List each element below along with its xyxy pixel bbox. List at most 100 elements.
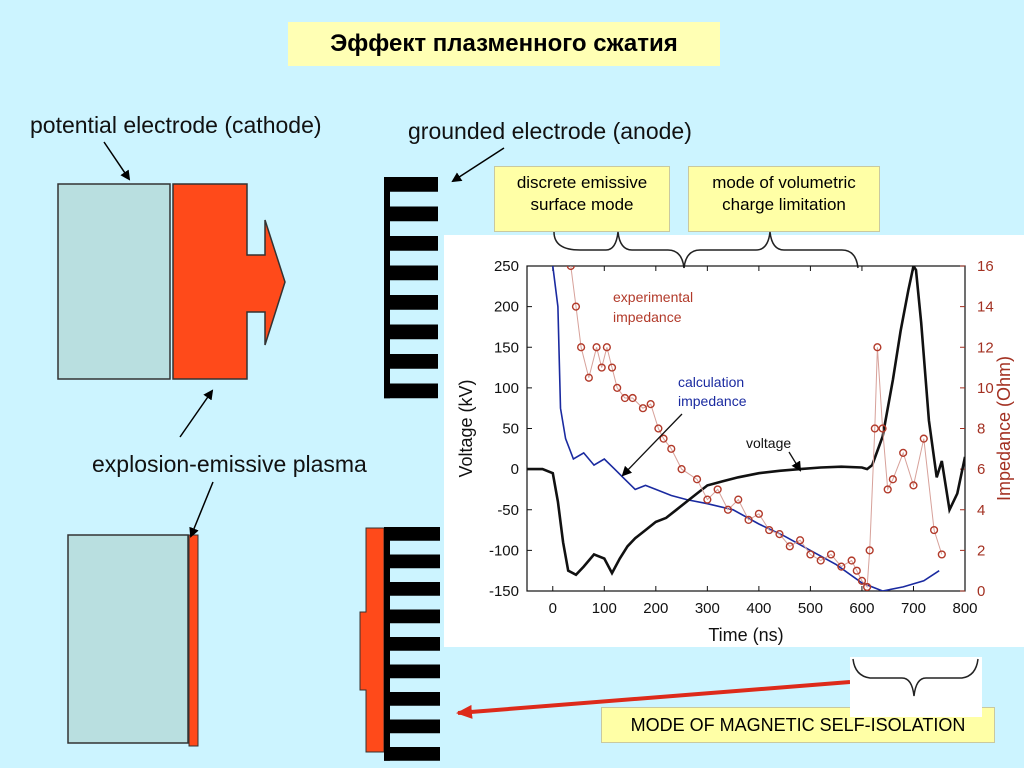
x-tick-label: 600 — [849, 600, 874, 617]
y-tick-label: 250 — [494, 258, 519, 275]
grid-bar — [384, 692, 440, 706]
grid-spine — [384, 177, 390, 399]
grid-bar — [384, 527, 440, 541]
annotation-calculation-1: calculation — [678, 374, 744, 390]
grid-bar — [384, 206, 438, 222]
experimental-point — [723, 505, 733, 514]
plasma-pointer-arrow-down — [189, 481, 214, 538]
experimental-point — [659, 434, 668, 443]
experimental-point — [577, 343, 586, 352]
brace-volumetric — [683, 231, 859, 269]
experimental-point — [734, 495, 743, 504]
discrete-mode-line1: discrete emissive — [516, 173, 648, 192]
annotation-arrow-calculation — [621, 413, 683, 477]
anode-grid-top — [384, 177, 438, 399]
experimental-point — [775, 530, 784, 539]
experimental-point — [883, 485, 892, 494]
experimental-point — [816, 556, 825, 565]
annotation-arrow-voltage — [788, 451, 802, 472]
grid-bar — [384, 324, 438, 340]
grid-bar — [384, 383, 438, 399]
y2-tick-label: 0 — [977, 583, 985, 600]
series-calculation-impedance — [552, 266, 940, 591]
experimental-point — [937, 550, 946, 559]
y-tick-label: -150 — [489, 583, 519, 600]
anode-label: grounded electrode (anode) — [408, 118, 692, 144]
y2-tick-label: 2 — [977, 542, 985, 559]
grid-bar — [384, 582, 440, 596]
experimental-point — [607, 363, 617, 372]
grid-bar — [384, 719, 440, 734]
experimental-point — [638, 404, 648, 413]
cathode-label: potential electrode (cathode) — [30, 112, 322, 138]
experimental-point — [909, 481, 918, 490]
x-tick-label: 100 — [592, 600, 617, 617]
annotation-voltage: voltage — [746, 435, 791, 451]
y2-tick-label: 4 — [977, 502, 985, 519]
x-tick-label: 200 — [643, 600, 668, 617]
experimental-point — [847, 556, 856, 565]
volumetric-mode-line1: mode of volumetric — [712, 173, 856, 192]
grid-bar — [384, 609, 440, 624]
experimental-point — [878, 424, 887, 433]
experimental-point — [692, 475, 702, 484]
x-tick-label: 0 — [549, 600, 557, 617]
grid-bar — [384, 295, 438, 310]
chart: 0 100 200 300 400 500 600 700 800-150-100-500501… — [456, 258, 1014, 645]
experimental-point — [806, 550, 815, 559]
experimental-point — [628, 393, 637, 403]
experimental-point — [865, 546, 874, 555]
y2-tick-label: 8 — [977, 421, 985, 438]
experimental-point — [713, 485, 722, 494]
experimental-point — [613, 383, 622, 392]
brace-magnetic — [852, 658, 979, 697]
experimental-point — [873, 343, 882, 352]
series-experimental-line — [570, 266, 943, 589]
y2-tick-label: 12 — [977, 339, 994, 356]
x-tick-label: 300 — [695, 600, 720, 617]
cathode-block-top — [57, 183, 171, 380]
y-tick-label: -100 — [489, 542, 519, 559]
experimental-point — [754, 509, 763, 518]
grid-bar — [384, 265, 438, 281]
experimental-point — [592, 343, 601, 352]
x-tick-label: 400 — [746, 600, 771, 617]
x-axis-label: Time (ns) — [708, 625, 783, 645]
anode-pointer-arrow — [451, 147, 505, 183]
experimental-point — [870, 424, 879, 433]
experimental-point — [765, 525, 774, 535]
grid-bar — [384, 354, 438, 369]
y-tick-label: -50 — [497, 502, 519, 519]
y2-tick-label: 14 — [977, 299, 994, 316]
discrete-mode-box: discrete emissive surface mode — [494, 166, 670, 232]
grid-bar — [384, 554, 440, 569]
plasma-shape-top — [172, 183, 286, 380]
experimental-point — [646, 400, 655, 409]
cathode-pointer-arrow — [103, 141, 131, 181]
x-tick-label: 800 — [952, 600, 977, 617]
y2-axis-label: Impedance (Ohm) — [994, 356, 1014, 501]
x-tick-label: 700 — [901, 600, 926, 617]
y-tick-label: 50 — [502, 421, 519, 438]
cathode-block-bottom — [67, 534, 189, 744]
brace-discrete — [553, 231, 685, 269]
experimental-point — [597, 363, 606, 372]
experimental-point — [602, 343, 611, 352]
experimental-point — [785, 542, 794, 551]
y2-tick-label: 10 — [977, 380, 994, 397]
experimental-point — [566, 266, 575, 271]
y-tick-label: 200 — [494, 299, 519, 316]
y-axis-label: Voltage (kV) — [456, 379, 476, 477]
magnetic-mode-label: MODE OF MAGNETIC SELF-ISOLATION — [630, 715, 966, 735]
grid-bar — [384, 177, 438, 192]
grid-bar — [384, 236, 438, 251]
grid-bar — [384, 664, 440, 679]
experimental-point — [796, 536, 805, 545]
y-tick-label: 100 — [494, 380, 519, 397]
annotation-experimental-1: experimental — [613, 289, 693, 305]
y2-tick-label: 6 — [977, 461, 985, 478]
experimental-point — [826, 550, 836, 559]
experimental-point — [857, 576, 867, 585]
